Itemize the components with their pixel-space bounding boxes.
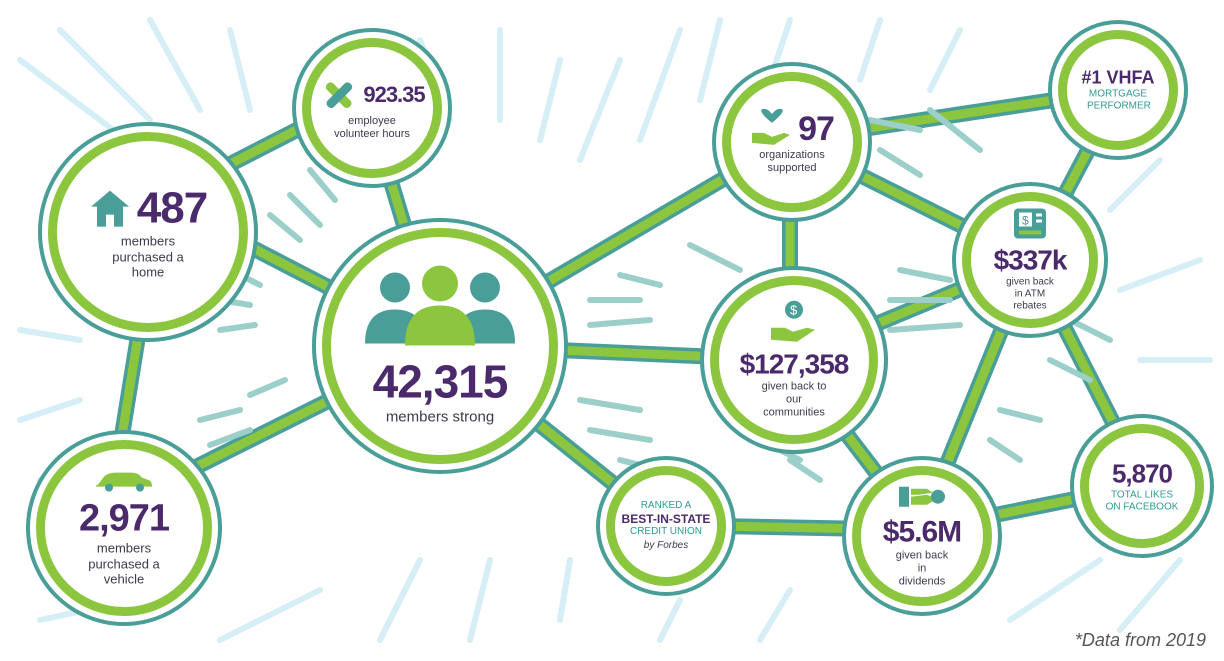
members-value: 42,315 — [372, 355, 509, 408]
members-label: members strong — [385, 408, 495, 426]
homes-value: 487 — [136, 183, 208, 233]
members-bubble: 42,315 members strong — [322, 228, 558, 464]
car-icon — [96, 472, 152, 492]
organizations-value: 97 — [798, 109, 835, 148]
cell-hatching — [197, 107, 1113, 483]
volunteer-label: employee volunteer hours — [334, 114, 410, 140]
communities-label: given back to our communities — [761, 380, 827, 420]
volunteer-value: 923.35 — [363, 81, 425, 107]
organizations-label: organizations supported — [759, 148, 825, 174]
people-icon — [365, 265, 515, 346]
heart-hand-icon — [752, 108, 791, 145]
communities-value: $127,358 — [739, 348, 850, 380]
dividends-label: given back in dividends — [895, 549, 949, 589]
atm-icon: $ — [1014, 208, 1046, 239]
best-in-state-line2: BEST-IN-STATE — [621, 512, 711, 526]
light-rays — [17, 17, 1213, 643]
vehicles-value: 2,971 — [78, 497, 170, 540]
dollar-hand-icon: $ — [771, 300, 815, 342]
facebook-label: TOTAL LIKES ON FACEBOOK — [1105, 489, 1179, 513]
atm-label: given back in ATM rebates — [1006, 276, 1054, 312]
volunteer-bubble: 923.35 employee volunteer hours — [302, 38, 442, 178]
vhfa-bubble: #1 VHFA MORTGAGE PERFORMER — [1058, 30, 1178, 150]
helping-hands-icon — [326, 82, 353, 109]
dividends-value: $5.6M — [882, 515, 962, 549]
best-in-state-line3: CREDIT UNION — [629, 526, 703, 537]
vehicles-label: members purchased a vehicle — [88, 540, 160, 587]
money-hand-icon — [899, 486, 945, 507]
atm-value: $337k — [993, 244, 1068, 276]
facebook-bubble: 5,870 TOTAL LIKES ON FACEBOOK — [1080, 424, 1204, 548]
organizations-bubble: 97 organizations supported — [722, 72, 862, 212]
svg-text:$: $ — [1022, 214, 1029, 228]
best-in-state-line1: RANKED A — [640, 500, 692, 511]
house-icon — [90, 190, 129, 227]
facebook-value: 5,870 — [1111, 458, 1173, 489]
best-in-state-line4: by Forbes — [643, 540, 689, 551]
homes-label: members purchased a home — [112, 233, 184, 280]
vhfa-value: #1 VHFA — [1081, 67, 1155, 88]
svg-text:$: $ — [790, 303, 798, 318]
footnote: *Data from 2019 — [1074, 630, 1206, 650]
communities-bubble: $ $127,358 given back to our communities — [710, 276, 878, 444]
dividends-bubble: $5.6M given back in dividends — [852, 466, 992, 606]
vehicles-bubble: 2,971 members purchased a vehicle — [36, 440, 212, 616]
vhfa-label: MORTGAGE PERFORMER — [1087, 88, 1151, 112]
homes-bubble: 487 members purchased a home — [48, 132, 248, 332]
best-in-state-bubble: RANKED A BEST-IN-STATE CREDIT UNION by F… — [606, 466, 726, 586]
atm-bubble: $ $337k given back in ATM rebates — [962, 192, 1098, 328]
